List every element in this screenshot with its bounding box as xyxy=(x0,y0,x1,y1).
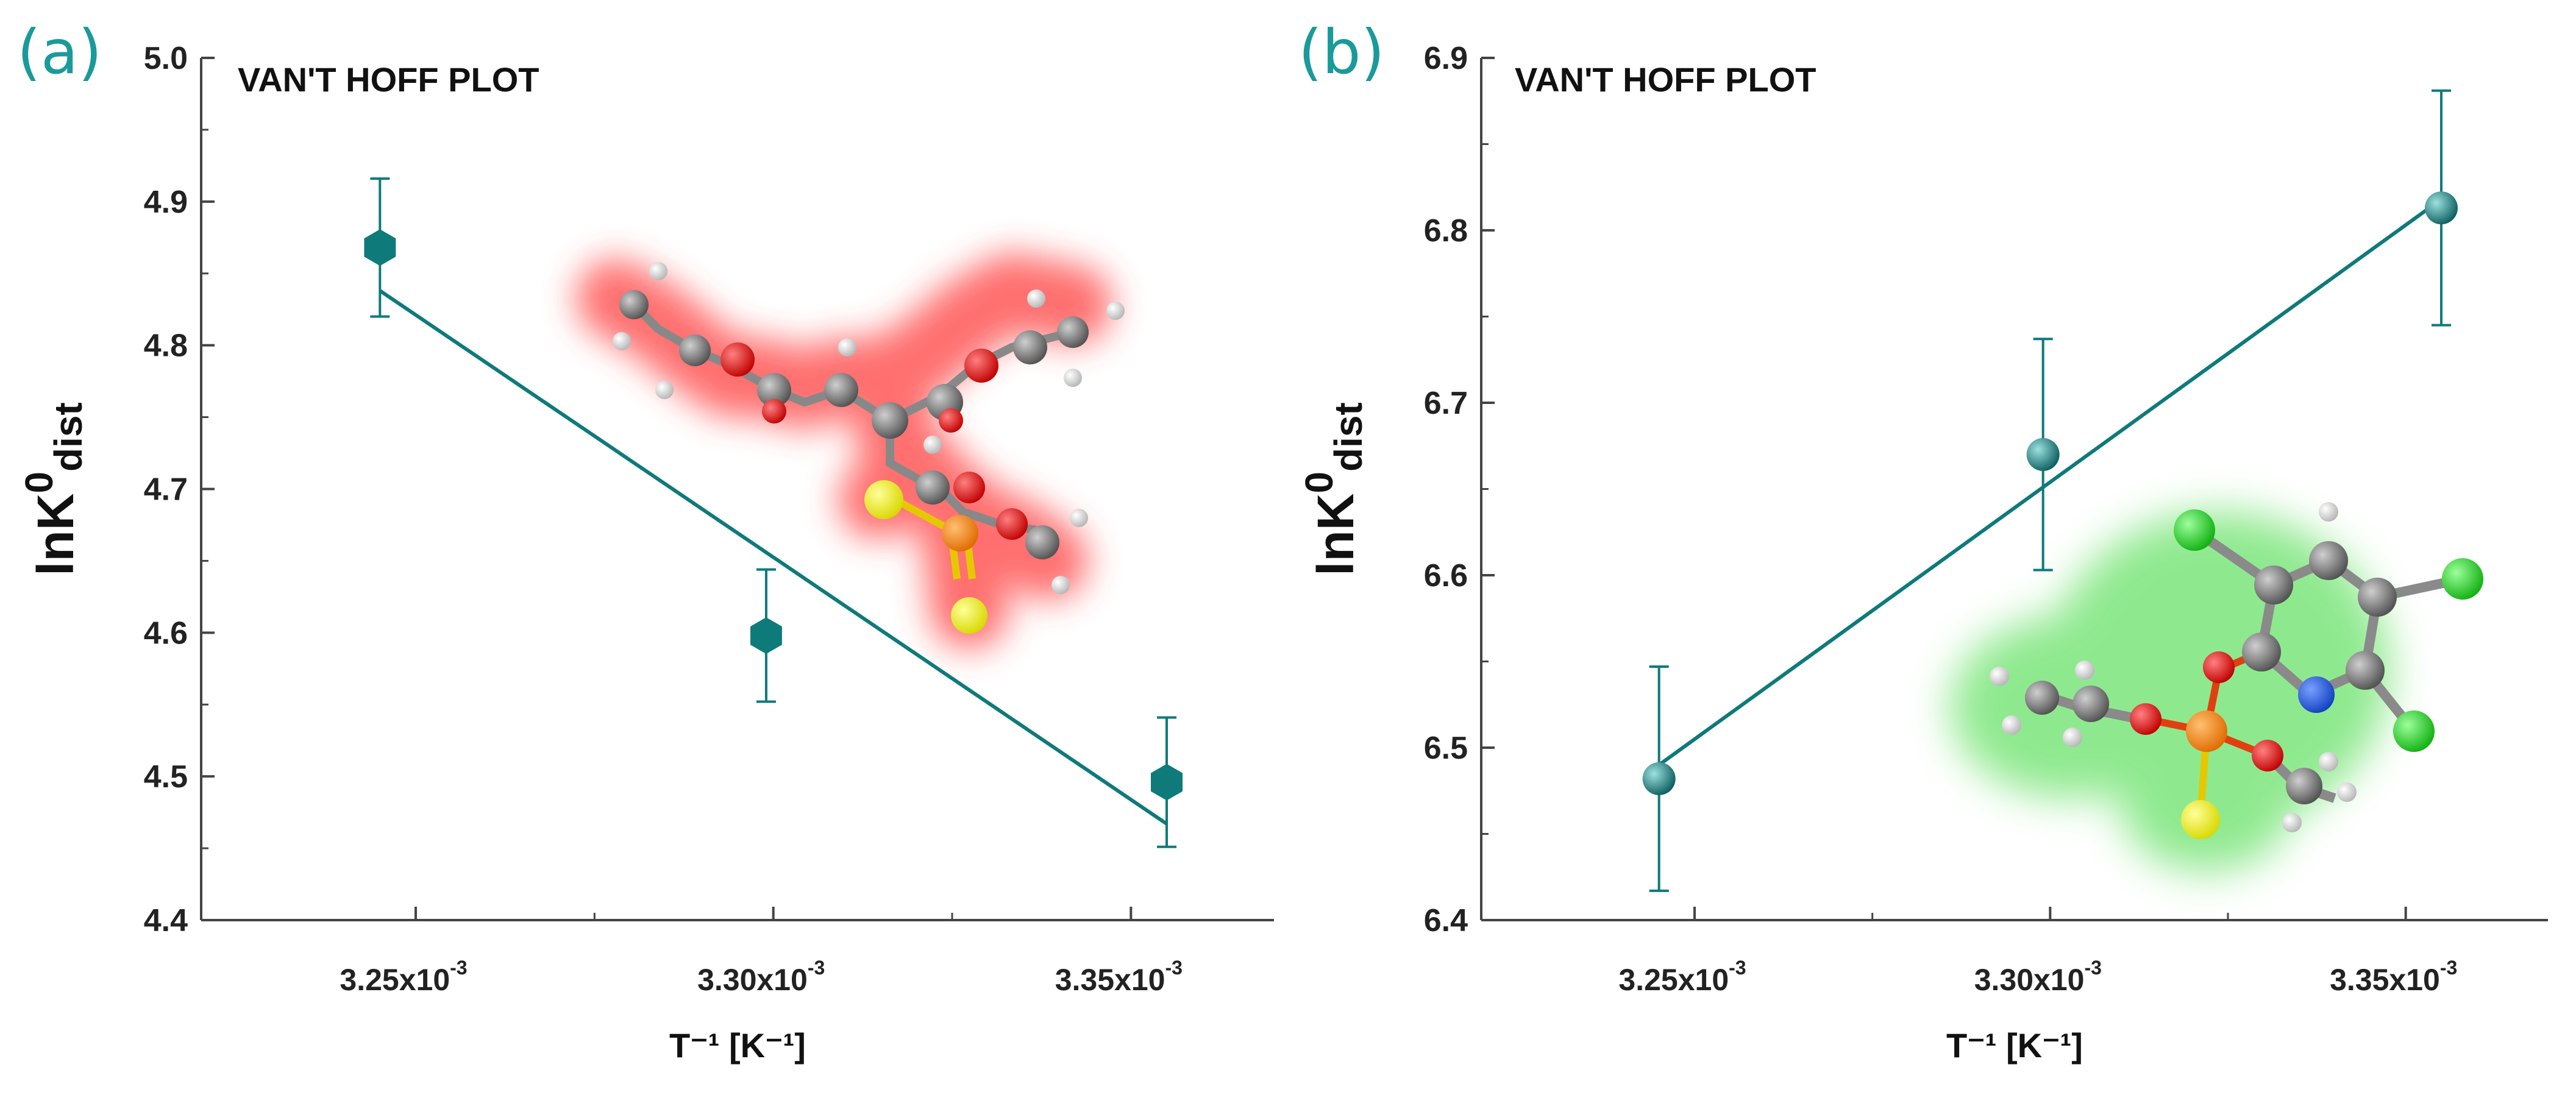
y-tick-label: 6.5 xyxy=(1424,731,1468,766)
panel-label: (b) xyxy=(1298,16,1385,88)
x-tick-label: 3.30x10-3 xyxy=(1974,957,2102,997)
data-point xyxy=(2425,191,2458,225)
y-tick-label: 6.7 xyxy=(1424,386,1468,421)
x-tick-label: 3.35x10-3 xyxy=(1055,957,1183,997)
y-tick-label: 4.9 xyxy=(144,185,188,220)
chart-panel-a: 4.4 4.5 4.6 4.7 4.8 4.9 5.0 3.25x10-3 3.30x10-3 3… xyxy=(17,16,1274,1065)
data-point xyxy=(1151,764,1183,801)
y-axis-title-main: lnK xyxy=(27,494,84,576)
y-axis-title: lnK0dist xyxy=(17,402,90,576)
x-tick-exponent: -3 xyxy=(2440,957,2457,979)
molecule-illustration-b xyxy=(1951,502,2483,871)
y-tick-label: 4.7 xyxy=(144,472,188,508)
y-tick-label: 6.9 xyxy=(1424,41,1468,76)
y-axis-title-sup: 0 xyxy=(17,472,61,494)
y-tick-label: 6.6 xyxy=(1424,558,1468,594)
data-point xyxy=(1642,762,1676,795)
x-tick-exponent: -3 xyxy=(1729,957,1746,979)
data-point xyxy=(2026,438,2060,471)
x-tick-exponent: -3 xyxy=(450,957,467,979)
x-tick-label: 3.35x10-3 xyxy=(2330,957,2457,997)
y-tick-label: 6.8 xyxy=(1424,213,1468,249)
x-tick-exponent: -3 xyxy=(2084,957,2101,979)
data-point xyxy=(750,617,782,654)
linear-fit-line xyxy=(379,289,1168,826)
x-axis-title: T⁻¹ [K⁻¹] xyxy=(669,1026,806,1065)
y-tick-label: 5.0 xyxy=(144,41,188,76)
y-axis-title-sub: dist xyxy=(1326,402,1370,472)
plot-title: VAN'T HOFF PLOT xyxy=(238,60,539,99)
x-axis-title: T⁻¹ [K⁻¹] xyxy=(1946,1026,2083,1065)
y-tick-label: 4.8 xyxy=(144,328,188,364)
y-axis-title-sub: dist xyxy=(46,402,90,472)
molecule-illustration-a xyxy=(576,253,1125,649)
panel-label: (a) xyxy=(17,16,102,88)
x-tick-label: 3.25x10-3 xyxy=(1618,957,1746,997)
x-tick-label: 3.25x10-3 xyxy=(340,957,467,997)
y-tick-label: 4.5 xyxy=(144,759,188,795)
x-tick-label: 3.30x10-3 xyxy=(697,957,825,997)
y-tick-label: 4.4 xyxy=(144,903,188,938)
data-point xyxy=(364,229,396,266)
y-axis-title: lnK0dist xyxy=(1297,402,1370,576)
y-axis-title-main: lnK xyxy=(1307,494,1364,576)
plot-title: VAN'T HOFF PLOT xyxy=(1515,60,1816,99)
y-tick-label: 4.6 xyxy=(144,615,188,651)
x-tick-exponent: -3 xyxy=(1165,957,1182,979)
linear-fit-line xyxy=(1657,197,2443,767)
x-tick-exponent: -3 xyxy=(808,957,825,979)
y-axis-title-sup: 0 xyxy=(1297,472,1341,494)
chart-panel-b: 6.4 6.5 6.6 6.7 6.8 6.9 3.25x10-3 3.30x10-3 3.35… xyxy=(1297,16,2548,1065)
y-tick-label: 6.4 xyxy=(1424,903,1468,938)
